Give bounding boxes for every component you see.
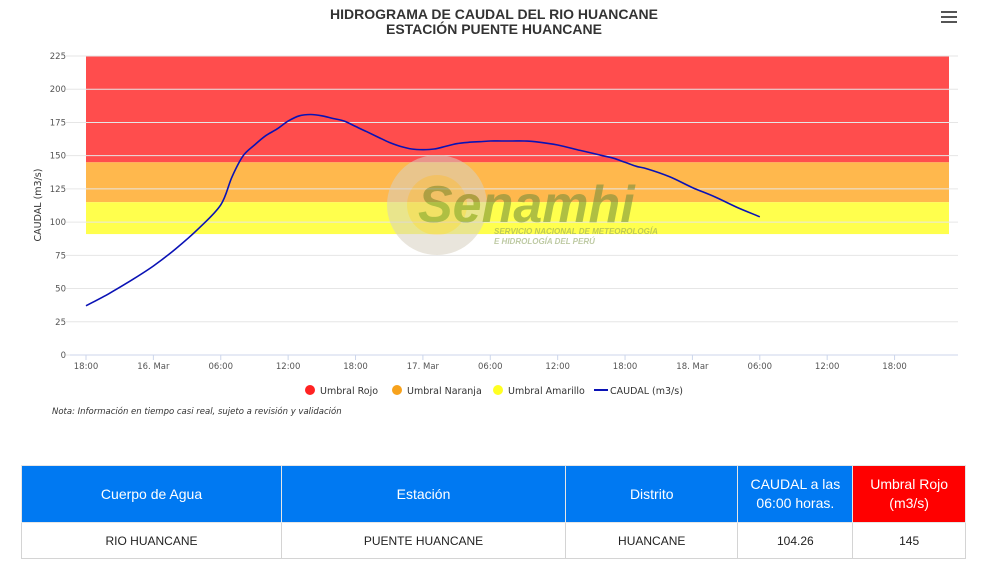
y-tick-label: 150 bbox=[50, 152, 66, 162]
watermark-brand: Senamhi bbox=[418, 176, 636, 234]
x-tick-label: 06:00 bbox=[209, 362, 234, 372]
legend-marker-icon bbox=[305, 385, 315, 395]
watermark-tagline-2: E HIDROLOGÍA DEL PERÚ bbox=[494, 237, 595, 246]
y-tick-label: 225 bbox=[50, 52, 66, 62]
legend-item-label[interactable]: CAUDAL (m3/s) bbox=[610, 386, 683, 397]
y-tick-label: 50 bbox=[55, 285, 66, 295]
station-info-table: Cuerpo de Agua Estación Distrito CAUDAL … bbox=[20, 465, 966, 559]
legend: Umbral Rojo Umbral Naranja Umbral Amarillo… bbox=[305, 385, 683, 397]
chart-menu-button[interactable] bbox=[938, 8, 960, 26]
x-tick-label: 12:00 bbox=[276, 362, 301, 372]
header-cuerpo-de-agua: Cuerpo de Agua bbox=[20, 465, 283, 523]
chart-title: HIDROGRAMA DE CAUDAL DEL RIO HUANCANE bbox=[330, 6, 658, 22]
x-tick-label: 17. Mar bbox=[407, 362, 440, 372]
cell-umbral-rojo: 145 bbox=[852, 522, 966, 559]
legend-item-label[interactable]: Umbral Amarillo bbox=[508, 386, 585, 397]
table-header-row: Cuerpo de Agua Estación Distrito CAUDAL … bbox=[20, 465, 966, 523]
hydrograph-chart: HIDROGRAMA DE CAUDAL DEL RIO HUANCANE ES… bbox=[33, 6, 958, 397]
cell-estacion: PUENTE HUANCANE bbox=[281, 522, 566, 559]
chart-note: Nota: Información en tiempo casi real, s… bbox=[52, 407, 342, 417]
table-row: RIO HUANCANE PUENTE HUANCANE HUANCANE 10… bbox=[20, 522, 966, 559]
x-tick-label: 18:00 bbox=[613, 362, 638, 372]
x-tick-label: 06:00 bbox=[478, 362, 503, 372]
menu-icon bbox=[941, 11, 957, 13]
legend-item-label[interactable]: Umbral Naranja bbox=[407, 386, 482, 397]
y-tick-label: 200 bbox=[50, 85, 66, 95]
x-tick-label: 06:00 bbox=[748, 362, 773, 372]
y-axis-label: CAUDAL (m3/s) bbox=[33, 169, 44, 242]
y-tick-label: 0 bbox=[61, 351, 66, 361]
y-tick-label: 25 bbox=[55, 318, 66, 328]
threshold-bands bbox=[86, 56, 949, 235]
chart-subtitle: ESTACIÓN PUENTE HUANCANE bbox=[386, 20, 602, 37]
header-umbral-rojo: Umbral Rojo (m3/s) bbox=[852, 465, 966, 523]
header-estacion: Estación bbox=[281, 465, 566, 523]
legend-item-label[interactable]: Umbral Rojo bbox=[320, 386, 378, 397]
x-tick-label: 12:00 bbox=[815, 362, 840, 372]
senamhi-watermark: Senamhi SERVICIO NACIONAL DE METEOROLOGÍ… bbox=[387, 155, 658, 255]
watermark-tagline-1: SERVICIO NACIONAL DE METEOROLOGÍA bbox=[494, 227, 658, 236]
y-tick-label: 100 bbox=[50, 218, 66, 228]
cell-caudal: 104.26 bbox=[737, 522, 854, 559]
y-tick-label: 125 bbox=[50, 185, 66, 195]
band-umbral-rojo bbox=[86, 56, 949, 163]
grid-lines bbox=[66, 55, 958, 356]
y-tick-label: 75 bbox=[55, 251, 66, 261]
x-tick-label: 18. Mar bbox=[676, 362, 709, 372]
header-distrito: Distrito bbox=[564, 465, 739, 523]
legend-marker-icon bbox=[493, 385, 503, 395]
caudal-series-line[interactable] bbox=[85, 113, 761, 307]
x-tick-label: 16. Mar bbox=[137, 362, 170, 372]
legend-marker-icon bbox=[392, 385, 402, 395]
x-tick-label: 18:00 bbox=[74, 362, 99, 372]
x-tick-label: 18:00 bbox=[343, 362, 368, 372]
header-caudal: CAUDAL a las 06:00 horas. bbox=[737, 465, 854, 523]
axes: 0 25 50 75 100 125 150 175 200 225 18:00 16. Mar 06:… bbox=[50, 52, 958, 372]
y-tick-label: 175 bbox=[50, 118, 66, 128]
x-tick-label: 18:00 bbox=[882, 362, 907, 372]
cell-distrito: HUANCANE bbox=[564, 522, 739, 559]
x-tick-label: 12:00 bbox=[545, 362, 570, 372]
sun-core-icon bbox=[407, 175, 467, 235]
band-umbral-amarillo bbox=[86, 202, 949, 235]
cell-cuerpo-de-agua: RIO HUANCANE bbox=[20, 522, 283, 559]
